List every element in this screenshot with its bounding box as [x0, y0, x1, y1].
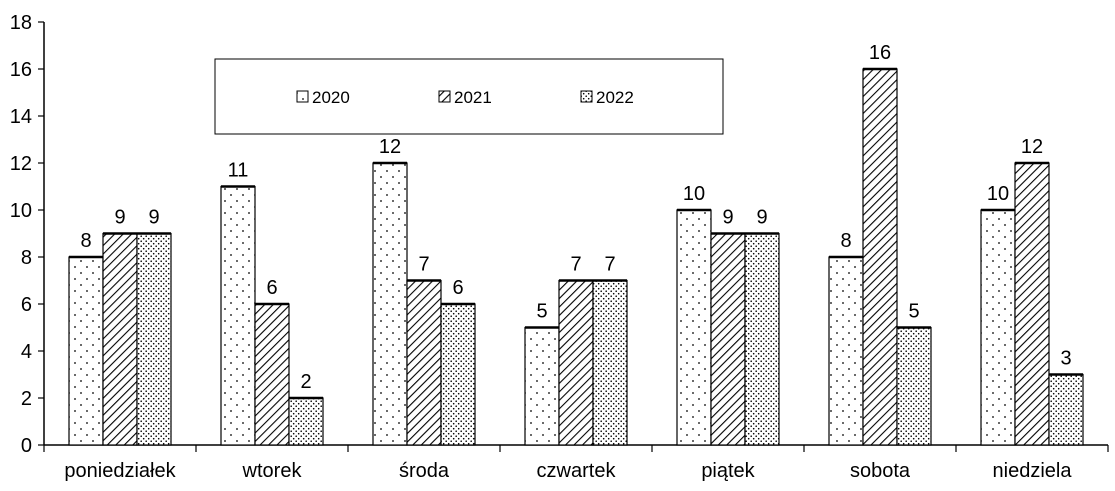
legend: 2020 2021 2022	[214, 58, 724, 135]
category-label: wtorek	[242, 460, 303, 482]
y-tick-label: 0	[21, 435, 32, 457]
data-label: 3	[1060, 348, 1071, 370]
category-label: środa	[399, 460, 450, 482]
bar-2021-6	[1014, 162, 1050, 446]
category-label: niedziela	[993, 460, 1073, 482]
bar-2020-2	[372, 162, 408, 446]
bar-2021-1	[254, 303, 290, 446]
y-tick-label: 12	[10, 153, 32, 175]
data-label: 9	[756, 207, 767, 229]
data-label: 6	[266, 277, 277, 299]
y-tick-label: 10	[10, 200, 32, 222]
category-label: sobota	[850, 460, 911, 482]
data-label: 16	[869, 42, 891, 64]
bar-2022-1	[288, 397, 324, 446]
data-label: 9	[722, 207, 733, 229]
y-tick-label: 8	[21, 247, 32, 269]
bar-2022-3	[592, 279, 628, 446]
data-label: 5	[536, 301, 547, 323]
data-label: 10	[683, 183, 705, 205]
bar-2022-6	[1048, 373, 1084, 446]
bar-2021-4	[710, 232, 746, 446]
data-label: 6	[452, 277, 463, 299]
bar-2022-5	[896, 326, 932, 446]
legend-label-2020: 2020	[312, 88, 350, 107]
category-label: piątek	[701, 460, 755, 482]
bar-2020-3	[524, 326, 560, 446]
data-label: 9	[148, 207, 159, 229]
legend-swatch-2022	[580, 90, 593, 103]
bar-2021-3	[558, 279, 594, 446]
bar-2021-0	[102, 232, 138, 446]
bar-2020-5	[828, 256, 864, 446]
bar-2020-6	[980, 209, 1016, 446]
bar-2020-1	[220, 185, 256, 446]
data-label: 8	[80, 230, 91, 252]
bar-2020-0	[68, 256, 104, 446]
data-label: 8	[840, 230, 851, 252]
category-label: czwartek	[537, 460, 617, 482]
bar-2022-2	[440, 303, 476, 446]
y-tick-label: 6	[21, 294, 32, 316]
legend-swatch-2021	[438, 90, 451, 103]
y-tick-label: 14	[10, 106, 32, 128]
plot-area: 0 2 4 6 8 10 12 14 16 18 8 9 9 poniedziałek 11 6 2 wtorek…	[10, 12, 1109, 482]
y-tick-label: 16	[10, 59, 32, 81]
legend-swatch-2020	[296, 90, 309, 103]
data-label: 7	[604, 254, 615, 276]
bar-2021-5	[862, 68, 898, 446]
bar-2021-2	[406, 279, 442, 446]
y-tick-label: 4	[21, 341, 32, 363]
data-label: 7	[418, 254, 429, 276]
category-label: poniedziałek	[64, 460, 176, 482]
legend-label-2022: 2022	[596, 88, 634, 107]
data-label: 7	[570, 254, 581, 276]
data-label: 11	[228, 160, 249, 182]
bar-2022-0	[136, 232, 172, 446]
data-label: 9	[114, 207, 125, 229]
data-label: 10	[987, 183, 1009, 205]
y-tick-label: 18	[10, 12, 32, 34]
data-label: 12	[1021, 136, 1043, 158]
bar-2020-4	[676, 209, 712, 446]
data-label: 12	[379, 136, 401, 158]
y-tick-label: 2	[21, 388, 32, 410]
legend-label-2021: 2021	[454, 88, 492, 107]
bar-2022-4	[744, 232, 780, 446]
data-label: 2	[300, 371, 311, 393]
data-label: 5	[908, 301, 919, 323]
